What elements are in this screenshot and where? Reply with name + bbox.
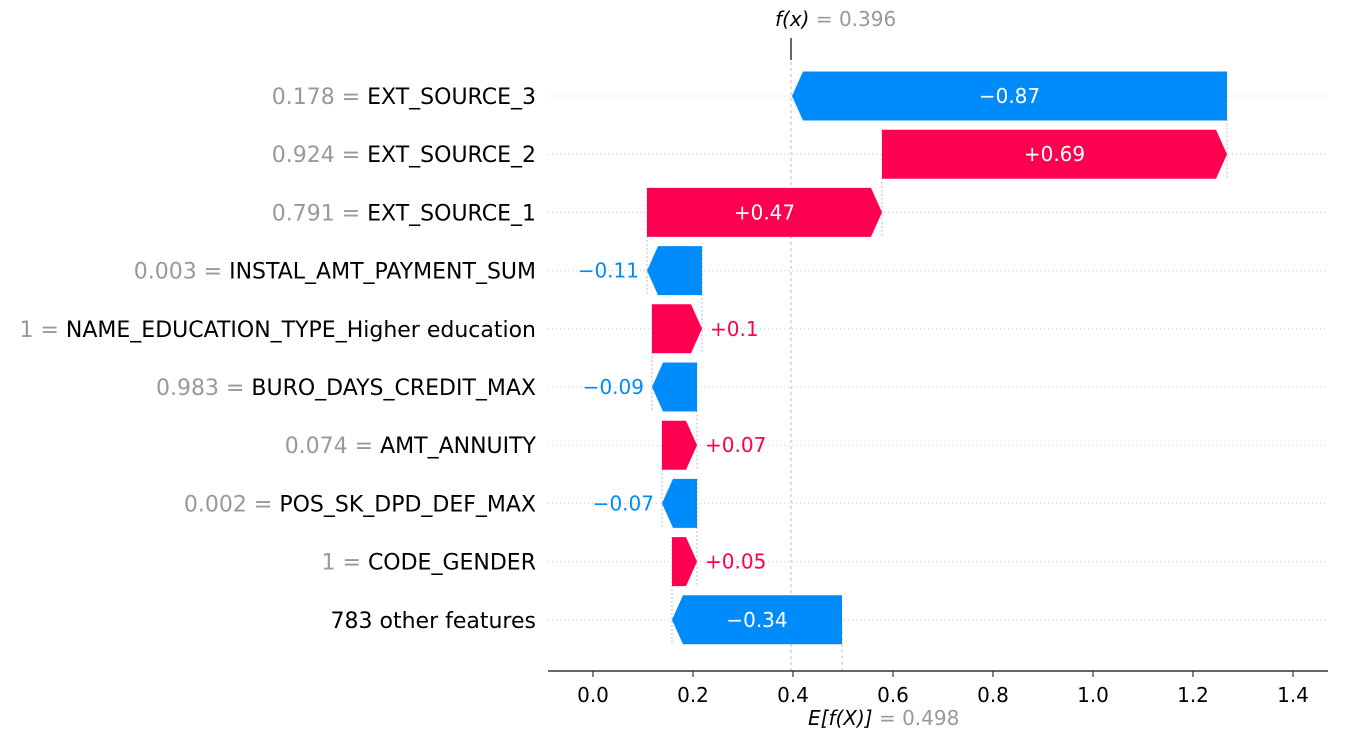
feature-name: POS_SK_DPD_DEF_MAX [279, 492, 536, 517]
feature-label: 0.983 = BURO_DAYS_CREDIT_MAX [156, 376, 536, 401]
feature-value: 0.924 = [272, 143, 367, 168]
ex-value: = 0.498 [873, 706, 960, 730]
feature-label: 783 other features [331, 609, 536, 634]
negative-contribution-bar [652, 362, 697, 412]
feature-label: 0.002 = POS_SK_DPD_DEF_MAX [184, 492, 536, 517]
x-tick-label: 0.2 [677, 683, 709, 707]
feature-name: CODE_GENDER [368, 551, 536, 576]
contribution-label: −0.07 [593, 491, 654, 515]
x-tick-label: 0.6 [877, 683, 909, 707]
contribution-label: +0.1 [710, 317, 759, 341]
feature-value: 0.074 = [285, 434, 380, 459]
feature-name: EXT_SOURCE_2 [367, 143, 536, 168]
x-tick-label: 1.4 [1277, 683, 1309, 707]
feature-name: AMT_ANNUITY [380, 434, 536, 459]
fx-annotation: f(x) = 0.396 [775, 7, 896, 31]
feature-label: 0.003 = INSTAL_AMT_PAYMENT_SUM [134, 260, 536, 285]
contribution-label: +0.05 [705, 550, 766, 574]
feature-value: 0.791 = [272, 201, 367, 226]
ex-annotation: E[f(X)] = 0.498 [808, 706, 959, 730]
feature-label: 1 = NAME_EDUCATION_TYPE_Higher education [20, 318, 537, 343]
feature-name: 783 other features [331, 609, 536, 634]
feature-name: NAME_EDUCATION_TYPE_Higher education [66, 318, 536, 343]
x-tick-label: 0.8 [977, 683, 1009, 707]
negative-contribution-bar [647, 246, 702, 296]
contribution-label: +0.07 [705, 433, 766, 457]
feature-label: 0.178 = EXT_SOURCE_3 [272, 85, 536, 110]
feature-name: EXT_SOURCE_1 [367, 201, 536, 226]
contribution-label: +0.69 [1024, 142, 1085, 166]
contribution-label: +0.47 [734, 200, 795, 224]
positive-contribution-bar [882, 129, 1227, 179]
feature-label: 0.074 = AMT_ANNUITY [285, 434, 537, 459]
x-tick-label: 1.2 [1177, 683, 1209, 707]
feature-label: 0.791 = EXT_SOURCE_1 [272, 201, 536, 226]
positive-contribution-bar [672, 537, 697, 587]
contribution-label: −0.11 [578, 259, 639, 283]
feature-value: 0.983 = [156, 376, 251, 401]
contribution-label: −0.87 [979, 84, 1040, 108]
x-axis: 0.0 0.2 0.4 0.6 0.8 1.0 1.2 1.4 [548, 670, 1328, 707]
x-tick-label: 1.0 [1077, 683, 1109, 707]
feature-label: 1 = CODE_GENDER [322, 551, 536, 576]
feature-name: EXT_SOURCE_3 [367, 85, 536, 110]
negative-contribution-bar [792, 71, 1227, 121]
negative-contribution-bar [662, 478, 697, 528]
feature-value: 0.178 = [272, 85, 367, 110]
positive-contribution-bar [652, 304, 702, 354]
feature-labels: 0.178 = EXT_SOURCE_3 0.924 = EXT_SOURCE_2… [20, 85, 537, 634]
ex-label: E[f(X)] [808, 706, 873, 730]
annotations: f(x) = 0.396 E[f(X)] = 0.498 [775, 7, 959, 730]
bars: −0.87 +0.69 +0.47 −0.11 +0.1 −0.09 +0.07 −0.07 +… [578, 71, 1227, 645]
feature-name: BURO_DAYS_CREDIT_MAX [251, 376, 536, 401]
contribution-label: −0.09 [583, 375, 644, 399]
fx-value: = 0.396 [809, 7, 896, 31]
x-tick-label: 0.0 [577, 683, 609, 707]
negative-contribution-bar [672, 595, 842, 645]
contribution-label: −0.34 [726, 608, 787, 632]
feature-value: 0.003 = [134, 260, 229, 285]
feature-value: 0.002 = [184, 492, 279, 517]
x-tick-label: 0.4 [777, 683, 809, 707]
feature-value: 1 = [20, 318, 66, 343]
positive-contribution-bar [662, 420, 697, 470]
feature-label: 0.924 = EXT_SOURCE_2 [272, 143, 536, 168]
fx-label: f(x) [775, 7, 809, 31]
positive-contribution-bar [647, 187, 882, 237]
feature-name: INSTAL_AMT_PAYMENT_SUM [229, 260, 536, 285]
feature-value: 1 = [322, 551, 368, 576]
